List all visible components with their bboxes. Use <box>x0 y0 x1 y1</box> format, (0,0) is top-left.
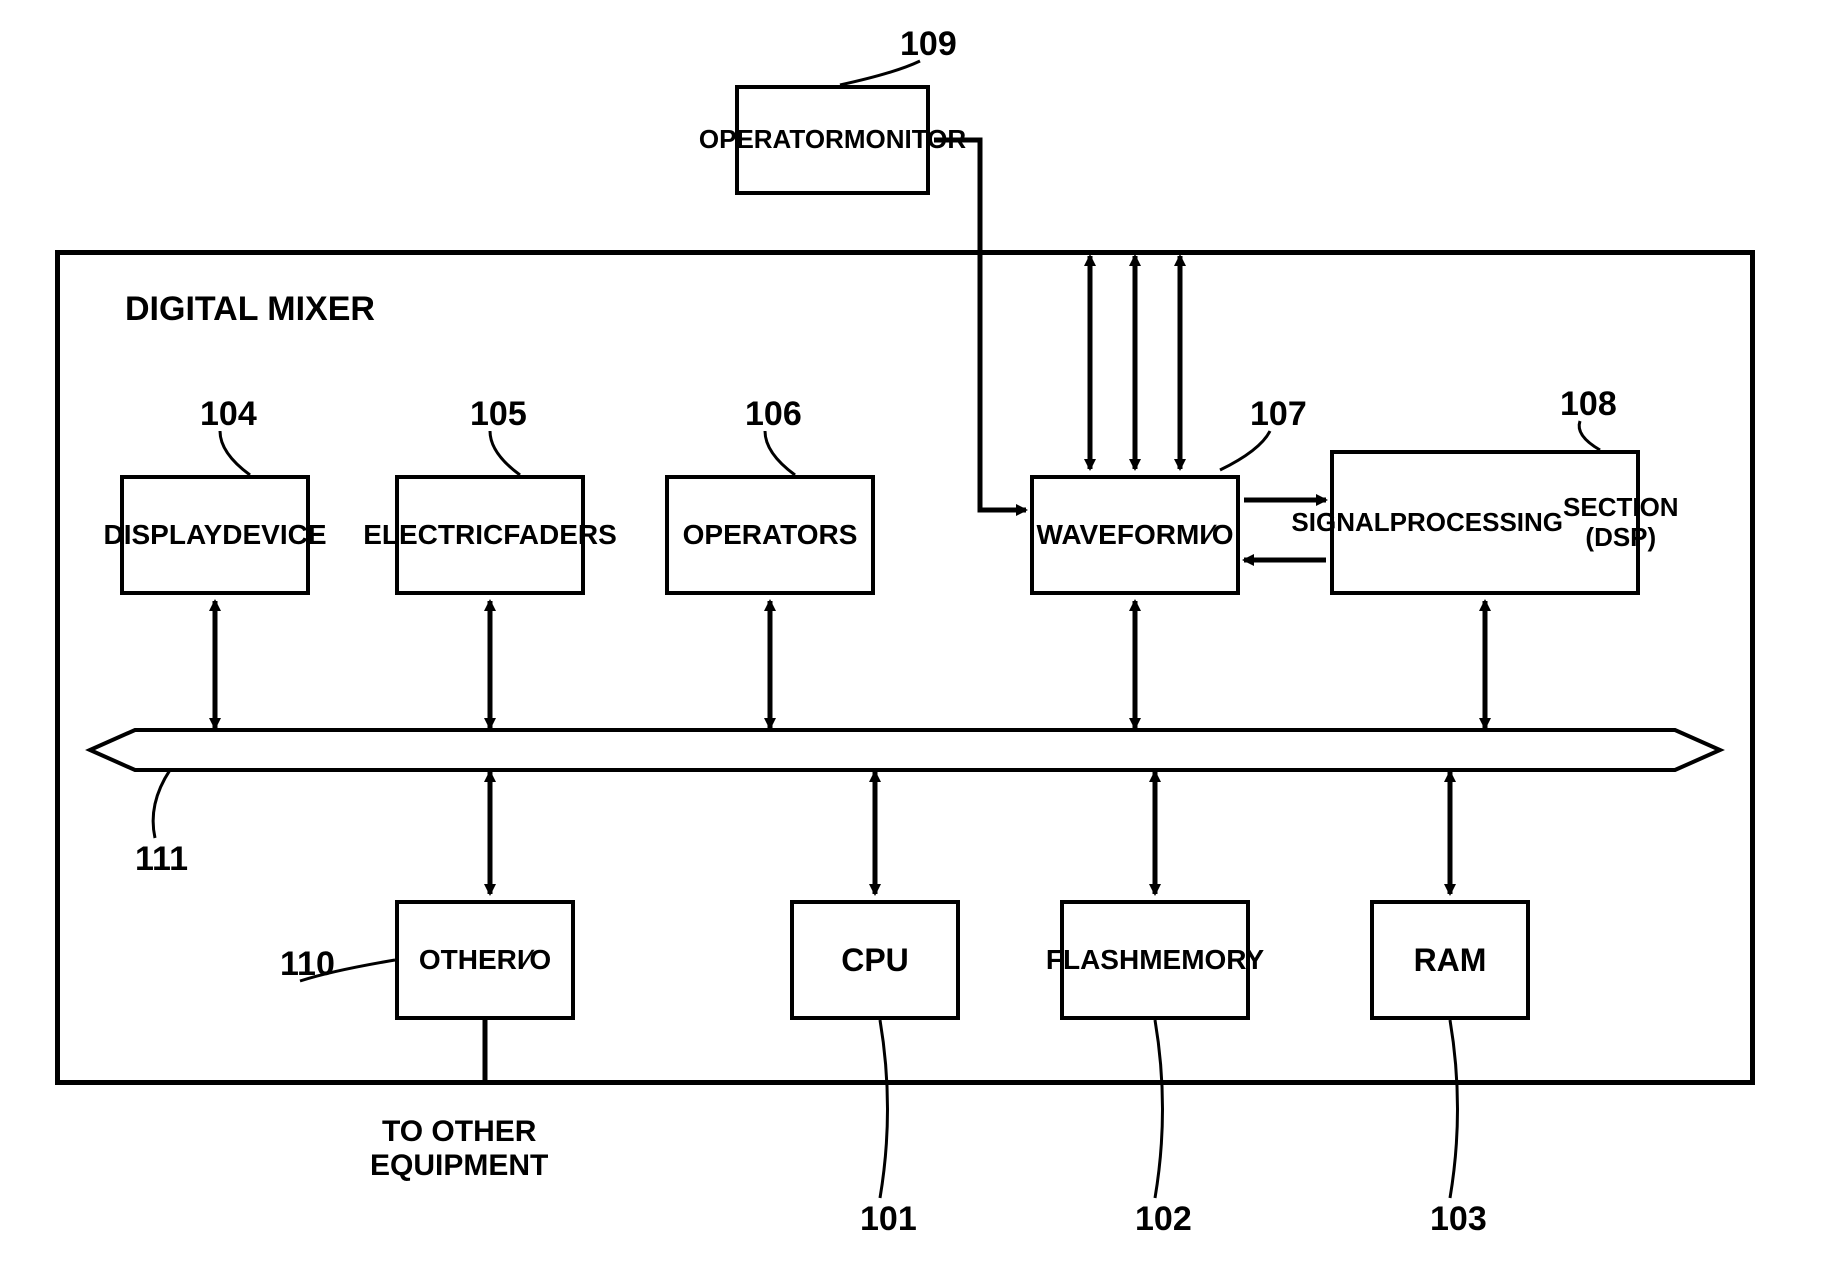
ref-label-102: 102 <box>1135 1200 1192 1239</box>
block-flash-memory: FLASHMEMORY <box>1060 900 1250 1020</box>
block-electric-faders: ELECTRICFADERS <box>395 475 585 595</box>
block-operators: OPERATORS <box>665 475 875 595</box>
block-signal-dsp: SIGNALPROCESSINGSECTION (DSP) <box>1330 450 1640 595</box>
ref-label-107: 107 <box>1250 395 1307 434</box>
ref-label-109: 109 <box>900 25 957 64</box>
block-other-io: OTHERI∕O <box>395 900 575 1020</box>
block-display-device: DISPLAYDEVICE <box>120 475 310 595</box>
block-cpu: CPU <box>790 900 960 1020</box>
ref-label-105: 105 <box>470 395 527 434</box>
ref-label-101: 101 <box>860 1200 917 1239</box>
external-equipment-label: TO OTHEREQUIPMENT <box>370 1115 548 1183</box>
block-operator-monitor: OPERATORMONITOR <box>735 85 930 195</box>
mixer-container-label: DIGITAL MIXER <box>125 290 375 329</box>
ref-label-106: 106 <box>745 395 802 434</box>
ref-label-108: 108 <box>1560 385 1617 424</box>
ref-label-103: 103 <box>1430 1200 1487 1239</box>
ref-label-110: 110 <box>280 945 335 984</box>
block-waveform-io: WAVEFORMI∕O <box>1030 475 1240 595</box>
block-ram: RAM <box>1370 900 1530 1020</box>
digital-mixer-diagram: DIGITAL MIXER OPERATORMONITOR DISPLAYDEVI… <box>0 0 1825 1286</box>
ref-label-111: 111 <box>135 840 188 879</box>
ref-label-104: 104 <box>200 395 257 434</box>
